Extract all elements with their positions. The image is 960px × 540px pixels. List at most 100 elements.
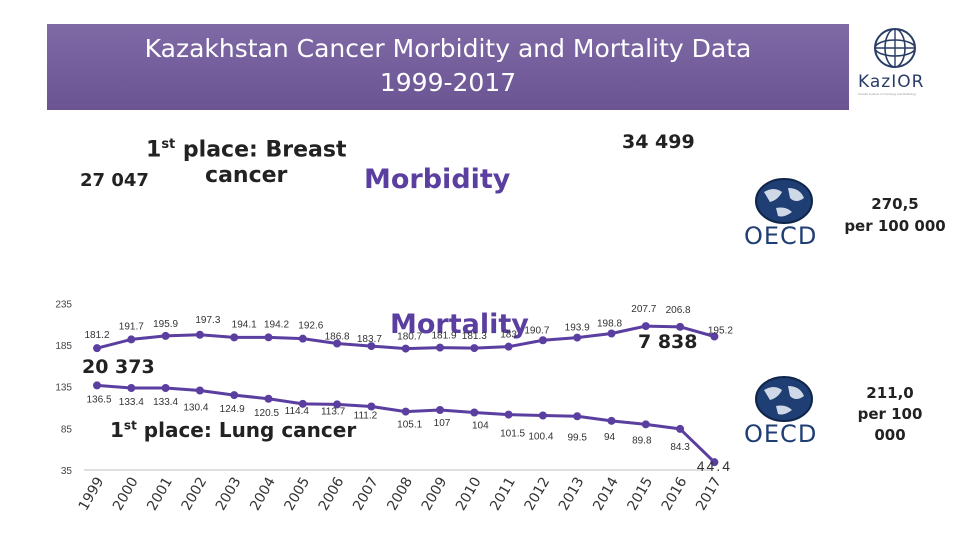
mortality-data-point [264,394,273,403]
morbidity-data-label: 180.7 [397,332,422,343]
x-tick-label: 2010 [453,475,485,514]
morbidity-data-point [367,342,376,351]
mortality-data-label: 111.2 [354,411,378,422]
morbidity-data-label: 183.7 [357,334,382,345]
x-tick-label: 2000 [110,475,142,514]
mortality-data-label: 100.4 [528,432,553,443]
mortality-data-label: 104 [472,421,489,432]
oecd-mortality-rate-line2: per 100 [857,405,923,423]
x-tick-label: 2009 [419,475,451,514]
mortality-data-point [230,391,239,400]
kazior-logo-text: KazIOR [858,72,925,92]
morbidity-data-point [195,330,204,339]
x-tick-label: 2013 [556,475,588,514]
oecd-mortality-rate-line1: 211,0 [866,384,914,402]
mortality-data-point [436,406,444,415]
morbidity-data-point [264,333,273,342]
mortality-data-label: 133.4 [119,397,144,408]
morbidity-data-label: 206.8 [666,305,691,316]
x-tick-label: 2005 [281,475,313,514]
mortality-data-point [367,402,376,411]
mortality-data-point [127,384,136,393]
oecd-logo-text: OECD [744,420,818,448]
x-tick-label: 2016 [659,474,691,513]
x-tick-label: 1999 [76,475,108,514]
x-tick-label: 2011 [487,475,519,514]
morbidity-data-label: 186.8 [325,332,350,343]
x-tick-label: 2006 [316,474,348,513]
mortality-data-point [195,386,204,395]
morbidity-data-label: 194.1 [232,319,257,330]
x-tick-label: 2008 [384,475,416,514]
morbidity-end-count: 34 499 [622,131,695,153]
morbidity-data-label: 181.2 [84,330,109,341]
morbidity-data-point [127,335,136,344]
morbidity-data-point [607,329,616,338]
lung-ordinal-suffix: st [123,418,137,433]
mortality-data-point [298,399,307,408]
mortality-data-label: 84.3 [670,442,690,453]
breast-ordinal-suffix: st [161,137,176,152]
x-tick-label: 2004 [247,474,279,513]
oecd-morbidity-rate-line1: 270,5 [871,195,919,213]
mortality-data-label: 107 [434,418,451,429]
x-tick-label: 2015 [624,475,656,514]
morbidity-series-label: Morbidity [364,164,511,195]
mortality-data-label: 44.4 [697,458,732,474]
mortality-data-point [333,400,342,409]
mortality-data-point [573,412,582,421]
oecd-globe-icon [755,178,813,224]
x-tick-label: 2003 [213,475,245,514]
morbidity-data-label: 191.7 [119,321,144,332]
x-tick-label: 2014 [590,474,622,513]
oecd-logo-morbidity: OECD [744,178,824,250]
morbidity-data-label: 192.6 [298,321,323,332]
y-tick-label: 85 [61,424,73,435]
lung-title-rest: place: Lung cancer [136,418,357,442]
morbidity-data-point [641,322,650,331]
morbidity-data-label: 194.2 [264,319,289,330]
breast-title-rest: place: Breast [175,137,347,163]
mortality-data-point [470,408,479,417]
mortality-data-point [676,424,685,433]
morbidity-data-label: 181.9 [431,331,456,342]
oecd-mortality-rate: 211,0 per 100 000 [845,383,935,446]
morbidity-data-label: 195.2 [708,326,733,337]
mortality-data-point [504,410,513,419]
mortality-series-label: Mortality [390,309,529,340]
mortality-data-label: 136.5 [86,394,111,405]
morbidity-data-point [333,339,342,348]
mortality-data-point [641,420,650,429]
mortality-data-label: 113.7 [321,406,346,417]
morbidity-data-point [298,334,307,343]
mortality-data-label: 114.4 [285,406,310,417]
oecd-morbidity-rate-line2: per 100 000 [844,217,946,235]
x-tick-label: 2017 [693,475,725,514]
morbidity-data-point [573,333,582,342]
oecd-globe-icon [755,376,813,422]
mortality-data-label: 89.8 [632,435,652,446]
morbidity-data-point [93,344,101,353]
mortality-data-label: 124.9 [220,404,245,415]
morbidity-start-count: 27 047 [80,170,149,191]
mortality-data-point [161,384,170,393]
oecd-mortality-rate-line3: 000 [874,426,906,444]
mortality-data-point [538,411,547,420]
morbidity-data-point [504,342,513,351]
kazior-logo-tagline: Kazakh Institute of Oncology and Radiolo… [858,92,917,96]
title-line-2: 1999-2017 [379,68,517,97]
morbidity-data-point [161,331,170,340]
morbidity-data-label: 193.9 [565,323,590,334]
y-tick-label: 35 [61,466,73,477]
title-band [47,24,849,110]
title-line-1: Kazakhstan Cancer Morbidity and Mortalit… [144,34,752,63]
kazior-logo [849,24,949,110]
mortality-end-count: 7 838 [638,331,698,353]
morbidity-data-point [436,343,444,352]
breast-title-line2: cancer [205,163,288,189]
mortality-data-label: 120.5 [254,408,279,419]
morbidity-data-label: 190.7 [524,325,549,336]
mortality-data-label: 130.4 [183,403,208,414]
oecd-logo-text: OECD [744,222,818,250]
